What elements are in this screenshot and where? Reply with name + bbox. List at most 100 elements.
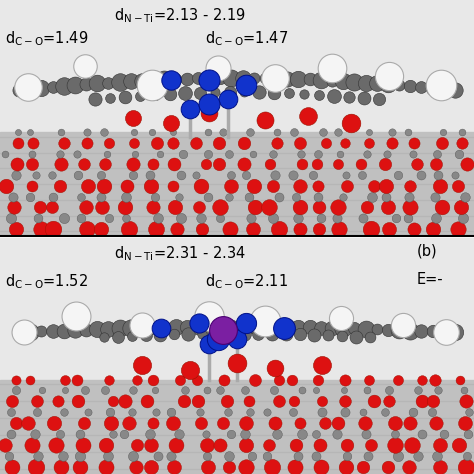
Point — [459, 214, 467, 222]
Point — [156, 331, 164, 339]
Point — [410, 225, 418, 233]
Point — [32, 463, 39, 471]
Point — [7, 430, 15, 438]
Point — [273, 323, 280, 330]
Point — [296, 139, 304, 147]
Point — [121, 93, 128, 100]
Point — [100, 128, 108, 136]
Point — [93, 326, 101, 333]
Point — [204, 193, 212, 201]
Point — [334, 430, 341, 438]
Point — [37, 225, 45, 233]
Point — [143, 398, 151, 405]
Point — [129, 387, 137, 394]
Point — [382, 182, 390, 190]
Point — [129, 452, 137, 460]
Point — [291, 128, 298, 136]
Point — [58, 128, 65, 136]
Point — [455, 225, 462, 233]
Point — [271, 387, 278, 394]
Point — [168, 409, 175, 416]
Point — [247, 214, 255, 222]
Point — [338, 332, 346, 340]
Point — [462, 463, 470, 471]
Point — [364, 452, 372, 460]
Point — [102, 463, 110, 471]
Point — [152, 225, 160, 233]
Point — [294, 214, 302, 222]
Point — [262, 317, 269, 324]
Point — [418, 398, 425, 405]
Point — [240, 330, 248, 337]
Point — [82, 62, 89, 70]
Point — [337, 150, 344, 157]
Point — [12, 376, 20, 383]
Point — [152, 387, 159, 394]
Point — [334, 204, 342, 211]
Point — [245, 398, 253, 405]
Point — [458, 128, 465, 136]
Point — [78, 214, 85, 222]
Point — [296, 331, 304, 338]
Point — [273, 128, 280, 136]
Point — [217, 323, 224, 330]
Point — [317, 76, 325, 84]
Point — [74, 398, 82, 405]
Point — [225, 452, 233, 460]
Point — [100, 182, 108, 190]
Point — [171, 204, 179, 211]
Point — [61, 376, 69, 383]
Point — [216, 139, 223, 147]
Point — [196, 409, 204, 416]
Point — [434, 387, 441, 394]
Point — [297, 419, 304, 427]
Point — [102, 441, 110, 449]
Point — [296, 204, 304, 211]
Point — [223, 398, 230, 405]
Point — [149, 376, 157, 383]
Point — [429, 398, 437, 405]
Point — [261, 74, 269, 82]
Point — [363, 150, 371, 157]
Point — [342, 172, 349, 179]
Point — [269, 150, 277, 157]
Point — [347, 119, 355, 127]
Point — [28, 161, 36, 168]
Point — [246, 409, 254, 416]
Point — [275, 398, 283, 405]
Point — [385, 72, 392, 79]
Point — [407, 327, 414, 334]
Point — [454, 182, 462, 190]
Point — [181, 398, 188, 405]
Point — [385, 398, 392, 405]
Point — [192, 139, 200, 147]
Point — [82, 326, 90, 333]
Point — [194, 398, 202, 405]
Point — [316, 441, 324, 449]
Point — [405, 463, 413, 471]
Point — [15, 86, 23, 93]
Point — [56, 430, 64, 438]
Point — [204, 441, 211, 449]
Point — [170, 331, 178, 338]
Point — [49, 327, 56, 335]
Point — [71, 81, 79, 89]
Point — [367, 225, 374, 233]
Point — [26, 193, 34, 201]
Point — [304, 112, 312, 119]
Point — [125, 225, 132, 233]
Point — [79, 441, 87, 449]
Point — [268, 463, 276, 471]
Point — [33, 398, 41, 405]
Point — [73, 150, 80, 157]
Point — [228, 74, 235, 82]
Point — [104, 452, 111, 460]
Point — [203, 452, 211, 460]
Point — [25, 83, 32, 91]
Point — [245, 193, 253, 201]
Point — [195, 319, 203, 327]
Point — [13, 161, 20, 168]
Point — [15, 328, 23, 336]
Point — [290, 172, 297, 179]
Point — [306, 76, 313, 83]
